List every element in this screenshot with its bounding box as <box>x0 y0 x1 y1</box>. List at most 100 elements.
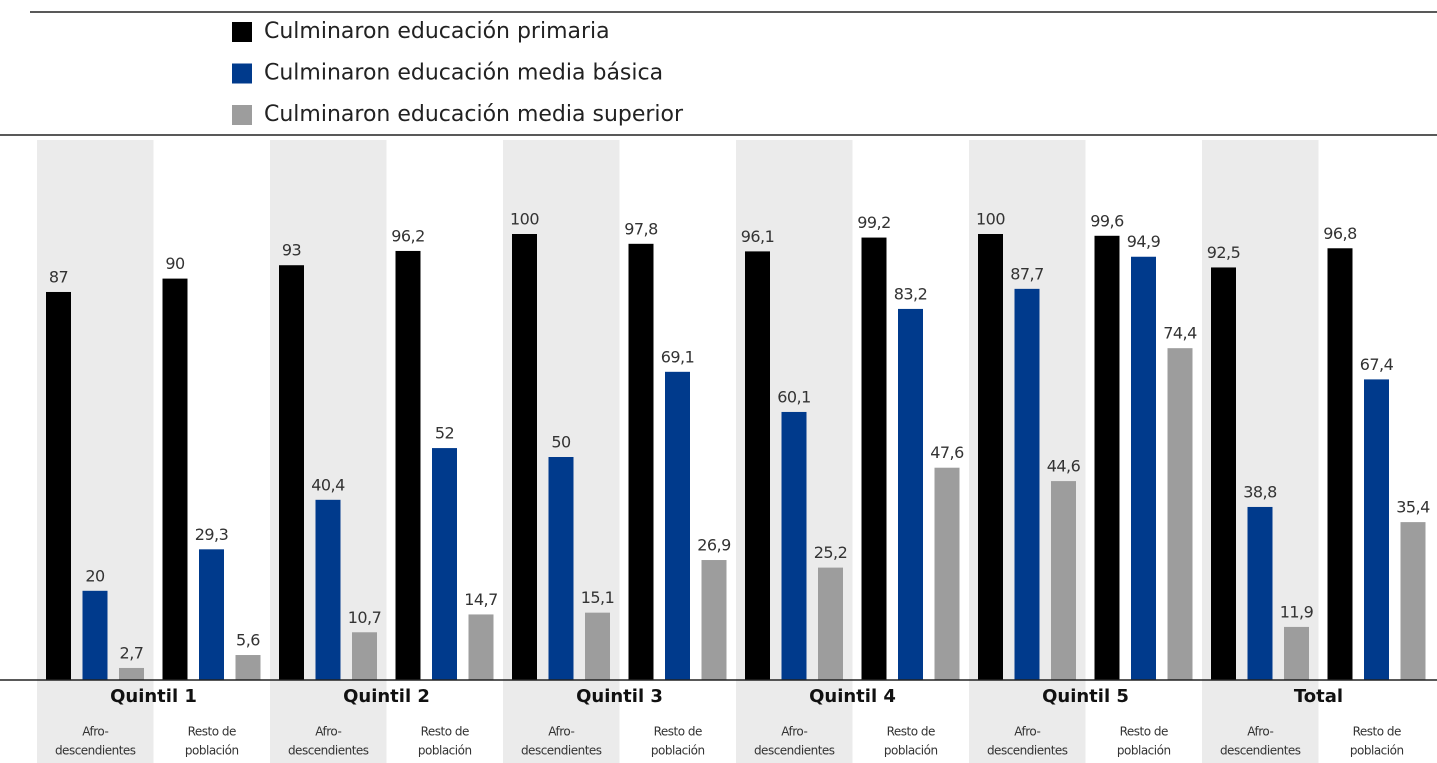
data-label: 99,2 <box>857 213 891 232</box>
data-label: 40,4 <box>311 475 345 494</box>
data-label: 93 <box>282 241 301 260</box>
x-tick-label: Afro- <box>1247 725 1273 739</box>
data-label: 99,6 <box>1090 211 1124 230</box>
x-tick-label: Afro- <box>548 725 574 739</box>
bar <box>1014 288 1040 680</box>
bar <box>978 234 1003 680</box>
data-label: 60,1 <box>777 387 811 406</box>
data-label: 96,1 <box>741 227 775 246</box>
data-label: 67,4 <box>1360 355 1394 374</box>
bar <box>585 612 610 680</box>
x-tick-label: descendientes <box>987 744 1068 758</box>
bar <box>1051 481 1076 680</box>
data-label: 83,2 <box>894 284 928 303</box>
bar <box>46 291 71 680</box>
bar <box>1247 506 1273 680</box>
x-tick-label: población <box>884 744 938 758</box>
bar <box>432 448 457 680</box>
group-label: Quintil 1 <box>110 686 197 707</box>
bar <box>468 614 494 680</box>
data-label: 5,6 <box>236 631 260 650</box>
data-label: 87 <box>49 267 68 286</box>
group-label: Quintil 4 <box>809 686 896 707</box>
x-tick-label: descendientes <box>288 744 369 758</box>
x-tick-label: Afro- <box>82 725 108 739</box>
bar <box>1131 256 1156 680</box>
data-label: 25,2 <box>814 543 848 562</box>
bar <box>898 308 923 680</box>
data-label: 96,2 <box>391 226 425 245</box>
x-tick-label: Resto de <box>887 725 935 739</box>
data-label: 29,3 <box>195 525 229 544</box>
data-label: 38,8 <box>1243 482 1277 501</box>
bar <box>745 251 770 681</box>
x-tick-label: descendientes <box>55 744 136 758</box>
x-tick-label: población <box>1117 744 1171 758</box>
x-tick-label: población <box>651 744 705 758</box>
legend-label: Culminaron educación media básica <box>264 61 663 86</box>
bar <box>1094 235 1120 680</box>
x-tick-label: población <box>1350 744 1404 758</box>
bar <box>861 237 887 680</box>
x-tick-label: descendientes <box>1220 744 1301 758</box>
group-label: Total <box>1294 686 1343 707</box>
bar <box>1327 248 1353 680</box>
bar <box>512 234 537 680</box>
bar <box>235 655 261 680</box>
bar <box>119 667 144 680</box>
bar <box>82 590 108 680</box>
x-tick-label: población <box>185 744 239 758</box>
bar <box>395 250 421 680</box>
x-tick-label: Resto de <box>654 725 702 739</box>
group-label: Quintil 2 <box>343 686 430 707</box>
legend-swatch <box>232 22 252 42</box>
bar <box>162 278 188 680</box>
data-label: 10,7 <box>348 608 382 627</box>
data-label: 52 <box>435 424 454 443</box>
bar <box>548 457 574 680</box>
data-label: 92,5 <box>1207 243 1241 262</box>
bar <box>352 632 377 680</box>
bar <box>1167 348 1193 680</box>
x-tick-label: Resto de <box>421 725 469 739</box>
legend-swatch <box>232 63 252 84</box>
x-tick-label: Resto de <box>1120 725 1168 739</box>
data-label: 35,4 <box>1396 498 1430 517</box>
bar <box>199 549 224 680</box>
legend-label: Culminaron educación media superior <box>264 102 684 127</box>
x-tick-label: población <box>418 744 472 758</box>
bar <box>665 371 690 680</box>
bar <box>1364 379 1389 680</box>
data-label: 87,7 <box>1010 264 1044 283</box>
bar <box>1211 267 1236 680</box>
bar <box>279 265 304 680</box>
legend-label: Culminaron educación primaria <box>264 19 610 44</box>
data-label: 97,8 <box>624 219 658 238</box>
data-label: 44,6 <box>1047 457 1081 476</box>
bar <box>628 243 654 680</box>
data-label: 20 <box>85 566 105 585</box>
data-label: 11,9 <box>1280 602 1314 621</box>
data-label: 90 <box>165 254 185 273</box>
data-label: 47,6 <box>930 443 964 462</box>
legend-swatch <box>232 105 252 125</box>
bar <box>781 411 807 680</box>
bar <box>1284 626 1309 680</box>
x-tick-label: Resto de <box>1353 725 1401 739</box>
x-tick-label: Afro- <box>315 725 341 739</box>
data-label: 14,7 <box>464 590 498 609</box>
data-label: 100 <box>976 210 1005 229</box>
data-label: 94,9 <box>1127 232 1161 251</box>
group-label: Quintil 3 <box>576 686 663 707</box>
bar <box>1400 522 1426 680</box>
data-label: 50 <box>551 433 571 452</box>
x-tick-label: Resto de <box>188 725 236 739</box>
x-tick-label: descendientes <box>521 744 602 758</box>
data-label: 100 <box>510 210 539 229</box>
bar <box>818 567 843 680</box>
data-label: 96,8 <box>1323 224 1357 243</box>
x-tick-label: descendientes <box>754 744 835 758</box>
data-label: 2,7 <box>120 643 144 662</box>
x-tick-label: Afro- <box>1014 725 1040 739</box>
